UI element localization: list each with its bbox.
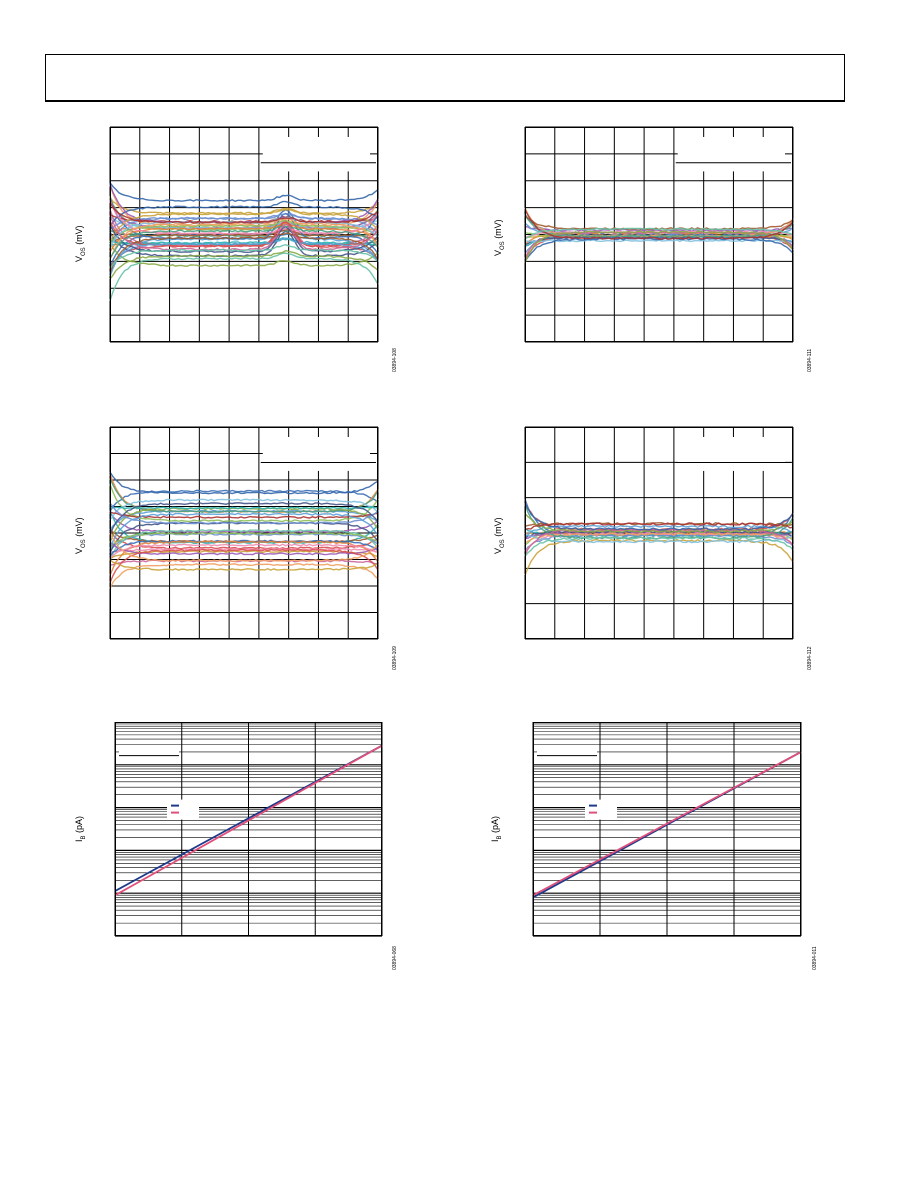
plot-frame [525,427,793,639]
series-trace-23 [109,541,379,556]
ib-chart-1-plot [114,722,383,937]
series-trace-22 [109,220,379,245]
series-trace-18 [109,511,379,519]
vos-chart-4 [524,426,794,640]
series-trace-16 [109,200,379,228]
ib-chart-1 [114,722,383,937]
series-trace-6 [109,532,379,552]
ib-chart-2-ylabel: IB (pA) [490,815,503,842]
series-trace-27 [109,208,379,243]
series-trace-36 [109,182,379,202]
legend-box [677,137,785,172]
series-trace-16 [109,471,379,495]
vos-chart-1-fignum: 03894-108 [392,348,398,372]
series-trace-19 [109,252,379,302]
plot-frame [533,722,801,936]
series-trace-17 [109,507,379,543]
ib-chart-2-fignum: 03894-011 [812,946,818,970]
series-trace-32 [109,225,379,259]
legend-box [677,437,785,471]
series-trace-5 [109,530,379,550]
series-trace-13 [524,214,794,231]
series-trace-26 [109,502,379,525]
series-trace-21 [109,540,379,576]
series-trace-8 [524,524,794,538]
vos-chart-3-plot [109,426,379,640]
legend-title-box [119,747,179,756]
series-trace-12 [109,478,379,514]
series-trace-17 [524,513,794,534]
series-trace-6 [109,212,379,245]
series-trace-2 [109,483,379,523]
series-trace-28 [109,512,379,550]
series-trace-24 [109,506,379,510]
series-trace-14 [109,498,379,521]
series-trace-28 [109,237,379,274]
legend-title-box [537,747,597,756]
series-line-1 [114,744,383,897]
vos-chart-3-ylabel: VOS (mV) [74,517,87,554]
ib-chart-1-ylabel: IB (pA) [74,815,87,842]
vos-chart-1-ylabel: VOS (mV) [74,225,87,262]
series-trace-6 [524,533,794,552]
plot-frame [525,127,793,342]
series-trace-38 [109,202,379,224]
series-trace-27 [109,559,379,571]
legend-box [262,437,370,471]
vos-chart-2-ylabel: VOS (mV) [493,219,506,256]
series-trace-26 [109,212,379,230]
series-trace-31 [109,218,379,260]
series-trace-37 [109,249,379,280]
series-trace-11 [524,532,794,544]
series-trace-33 [109,232,379,274]
series-trace-4 [109,510,379,545]
vos-chart-4-fignum: 03894-112 [807,646,813,670]
series-trace-25 [109,548,379,584]
series-trace-29 [109,543,379,559]
series-trace-22 [109,531,379,549]
series-trace-39 [109,243,379,269]
series-trace-7 [524,538,794,576]
series-trace-19 [524,227,794,240]
vos-chart-1 [109,126,379,343]
series-trace-17 [109,242,379,267]
series-trace-16 [524,503,794,531]
series-trace-21 [109,222,379,253]
vos-chart-4-ylabel: VOS (mV) [493,517,506,554]
ib-chart-2 [532,722,802,937]
series-trace-14 [524,532,794,544]
series-trace-30 [109,501,379,536]
series-trace-18 [524,522,794,531]
page-header-box [45,54,845,102]
vos-chart-3-fignum: 03894-109 [392,646,398,670]
vos-chart-2 [524,126,794,343]
legend-box [585,799,617,820]
vos-chart-2-fignum: 03894-111 [807,348,813,372]
legend-box [167,799,199,820]
series-trace-23 [109,183,379,224]
series-trace-19 [524,536,794,557]
plot-frame [115,722,382,936]
series-trace-31 [109,532,379,563]
vos-chart-1-plot [109,126,379,343]
legend-box [262,137,370,172]
ib-chart-1-fignum: 03894-068 [392,946,398,970]
vos-chart-2-plot [524,126,794,343]
series-trace-11 [109,563,379,589]
series-line-1 [532,751,802,897]
plot-frame [110,127,378,342]
vos-chart-3 [109,426,379,640]
plot-frame [110,427,378,639]
series-trace-19 [109,529,379,561]
series-trace-18 [524,209,794,240]
series-trace-17 [524,230,794,263]
vos-chart-4-plot [524,426,794,640]
ib-chart-2-plot [532,722,802,937]
series-trace-12 [524,214,794,238]
series-trace-13 [109,228,379,243]
